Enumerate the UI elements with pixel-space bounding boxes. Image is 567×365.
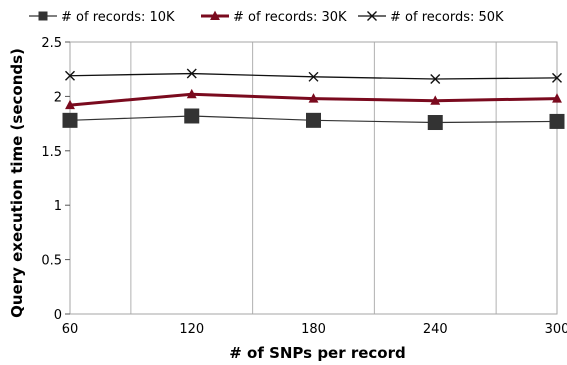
y-axis-ticks: 0 0.5 1 1.5 2 2.5 xyxy=(41,36,70,323)
series-group xyxy=(62,68,565,131)
series-1 xyxy=(62,108,565,131)
data-point xyxy=(306,112,321,128)
legend-label: # of records: 10K xyxy=(61,10,175,25)
data-point xyxy=(62,112,78,128)
y-tick-label: 1.5 xyxy=(41,145,62,160)
series-3 xyxy=(65,68,562,84)
x-tick-label: 120 xyxy=(179,322,204,337)
grid-lines xyxy=(130,42,497,314)
data-point xyxy=(430,95,441,105)
y-tick-label: 2 xyxy=(54,90,62,105)
legend-marker xyxy=(210,10,220,21)
data-point xyxy=(552,93,562,103)
series-2 xyxy=(65,88,562,110)
data-point xyxy=(427,115,443,131)
legend-marker xyxy=(38,11,48,21)
data-point xyxy=(308,93,319,103)
data-point xyxy=(65,99,75,110)
y-tick-label: 1 xyxy=(54,199,62,214)
data-point xyxy=(186,88,197,99)
y-tick-label: 0.5 xyxy=(41,254,62,269)
legend-item: # of records: 50K xyxy=(358,10,504,25)
x-tick-label: 300 xyxy=(545,322,567,337)
data-point xyxy=(430,73,441,84)
y-tick-label: 0 xyxy=(54,308,62,323)
x-tick-label: 240 xyxy=(423,322,448,337)
x-tick-label: 60 xyxy=(62,322,79,337)
x-tick-label: 180 xyxy=(301,322,326,337)
data-point xyxy=(552,72,562,83)
legend-marker xyxy=(367,11,377,21)
y-axis-title: Query execution time (seconds) xyxy=(8,48,26,318)
legend-item: # of records: 10K xyxy=(29,10,175,25)
data-point xyxy=(308,71,319,82)
legend: # of records: 10K # of records: 30K # of r… xyxy=(29,10,504,25)
data-point xyxy=(184,108,200,124)
data-point xyxy=(549,113,565,129)
legend-label: # of records: 50K xyxy=(390,10,504,25)
x-axis-ticks: 60 120 180 240 300 xyxy=(62,322,567,337)
x-axis-title: # of SNPs per record xyxy=(229,344,406,362)
plot-area xyxy=(69,41,558,315)
y-tick-label: 2.5 xyxy=(41,36,62,51)
legend-item: # of records: 30K xyxy=(201,10,347,25)
data-point xyxy=(65,70,75,81)
data-point xyxy=(186,68,197,79)
legend-label: # of records: 30K xyxy=(233,10,347,25)
